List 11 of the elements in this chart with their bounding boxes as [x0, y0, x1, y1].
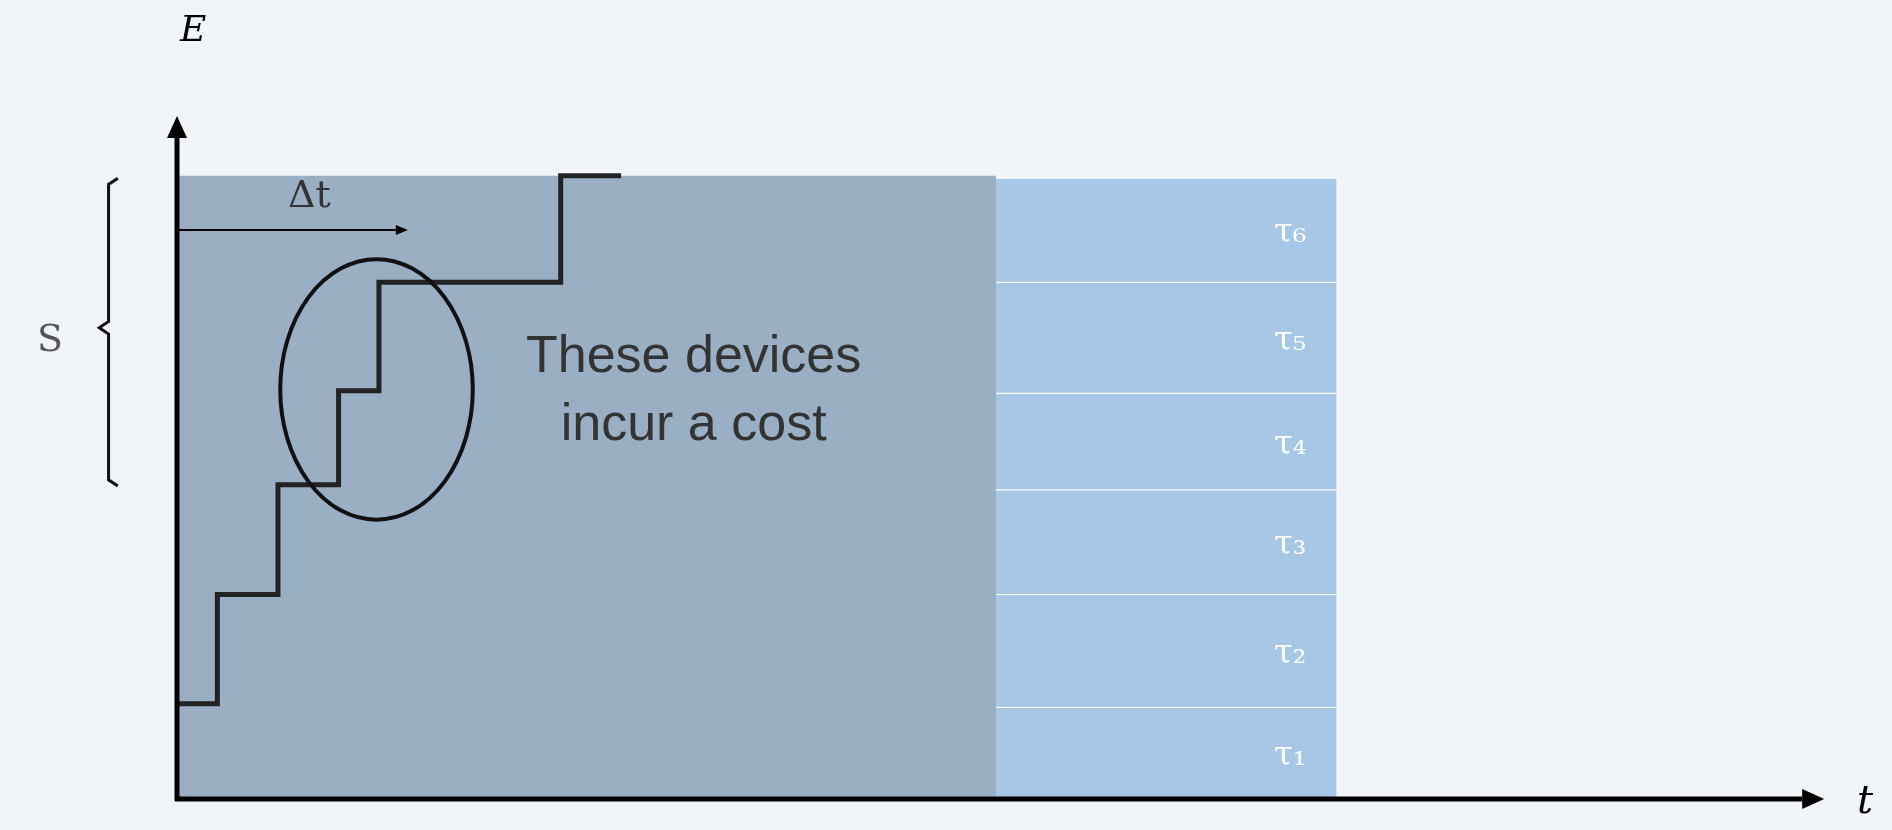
band-label: τ₁: [1274, 733, 1307, 773]
annotation: These devices incur a cost: [526, 325, 862, 451]
y-axis-title: E: [179, 8, 207, 49]
band-label: τ₅: [1274, 318, 1307, 358]
band-label: τ₆: [1274, 210, 1307, 250]
annotation: Δt: [288, 172, 331, 216]
band-label: τ₄: [1274, 422, 1307, 462]
band-label: τ₃: [1274, 522, 1307, 562]
text: S: [37, 316, 64, 360]
text: t: [1857, 776, 1874, 822]
band-label: τ₂: [1274, 631, 1307, 671]
